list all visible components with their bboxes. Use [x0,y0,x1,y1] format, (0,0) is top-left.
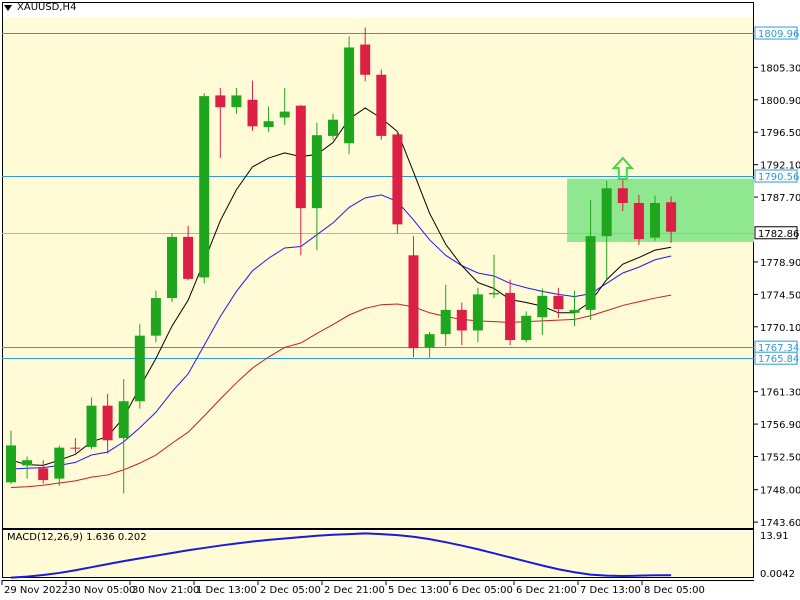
y-tick-label: 1774.50 [760,290,800,301]
x-tick-label: 1 Dec 13:00 [196,585,257,596]
candle-body[interactable] [295,105,306,209]
candle-body[interactable] [311,135,322,209]
macd-tick-label: 13.91 [760,531,789,542]
candle-body[interactable] [22,460,33,466]
price-level-tag [754,169,798,183]
y-tick-label: 1800.90 [760,96,800,107]
price-level-label: 1809.96 [758,29,799,40]
x-tick-label: 5 Dec 13:00 [388,585,449,596]
candle-body[interactable] [553,295,564,310]
candle-body[interactable] [408,255,419,349]
moving-average-mid [10,194,672,470]
candle-body[interactable] [263,121,274,128]
candle-body[interactable] [167,236,177,299]
x-tick-label: 29 Nov 2022 [4,585,68,596]
y-tick-label: 1761.30 [760,388,800,399]
candle-body[interactable] [199,96,210,278]
symbol-text: XAUUSD,H4 [17,2,77,13]
candle-body[interactable] [118,401,129,439]
candle-body[interactable] [440,309,451,335]
candle-body[interactable] [472,294,483,331]
candle-body[interactable] [86,405,97,447]
x-tick-label: 7 Dec 13:00 [580,585,641,596]
up-arrow-icon [611,156,635,181]
x-tick-label: 6 Dec 05:00 [452,585,513,596]
macd-line [10,532,672,579]
candle-body[interactable] [6,445,16,483]
y-tick-label: 1752.50 [760,453,800,464]
candle-body[interactable] [521,315,532,341]
moving-average-slow [10,294,672,488]
support-resistance-zone [567,178,754,243]
macd-indicator-label: MACD(12,26,9) 1.636 0.202 [7,532,147,543]
price-pane-border [2,2,754,529]
candle-body[interactable] [456,309,467,331]
dropdown-triangle-icon[interactable] [4,4,12,11]
price-level-label: 1767.34 [758,343,799,354]
candle-body[interactable] [38,468,49,481]
price-level-tag [754,26,798,40]
candle-body[interactable] [102,405,113,441]
y-tick-label: 1756.90 [760,420,800,431]
candle-body[interactable] [489,292,499,295]
candle-body[interactable] [215,95,226,108]
candle-body[interactable] [505,292,516,341]
candle-body[interactable] [650,202,660,238]
price-level-label: 1790.56 [758,172,799,183]
candle-body[interactable] [360,44,371,75]
candle-body[interactable] [328,119,338,136]
candle-body[interactable] [376,74,387,136]
candle-body[interactable] [585,236,596,310]
macd-pane-border [2,529,754,578]
candle-body[interactable] [150,298,161,336]
price-level-tag [754,226,798,240]
candle-body[interactable] [344,47,355,144]
y-tick-label: 1805.30 [760,63,800,74]
price-level-tag [754,351,798,365]
price-level-label: 1765.84 [758,354,799,365]
y-tick-label: 1778.90 [760,258,800,269]
y-tick-label: 1792.10 [760,161,800,172]
x-tick-label: 6 Dec 21:00 [516,585,577,596]
candle-body[interactable] [54,447,65,479]
macd-pane-background [2,531,754,578]
x-tick-label: 2 Dec 21:00 [324,585,385,596]
symbol-title[interactable]: XAUUSD,H4 [4,2,76,13]
price-level-label: 1782.86 [758,229,799,240]
x-tick-label: 8 Dec 05:00 [644,585,705,596]
macd-tick-label: 0.0042 [760,569,795,580]
candle-body[interactable] [537,295,548,318]
candle-body[interactable] [247,99,258,127]
x-tick-label: 2 Dec 05:00 [260,585,321,596]
y-tick-label: 1787.70 [760,193,800,204]
y-tick-label: 1748.00 [760,486,800,497]
candle-body[interactable] [617,188,628,203]
candle-body[interactable] [666,202,677,232]
candle-body[interactable] [134,335,145,402]
candle-body[interactable] [633,202,644,240]
y-tick-label: 1770.10 [760,323,800,334]
y-tick-label: 1743.60 [760,518,800,529]
candle-body[interactable] [183,236,194,279]
candle-body[interactable] [231,95,242,108]
candle-body[interactable] [70,447,81,449]
candle-body[interactable] [601,188,612,237]
x-tick-label: 30 Nov 05:00 [68,585,135,596]
candle-body[interactable] [569,309,580,313]
y-tick-label: 1796.50 [760,128,800,139]
x-tick-label: 30 Nov 21:00 [132,585,199,596]
candle-body[interactable] [279,111,290,118]
candle-body[interactable] [392,134,403,225]
candle-body[interactable] [424,334,435,348]
